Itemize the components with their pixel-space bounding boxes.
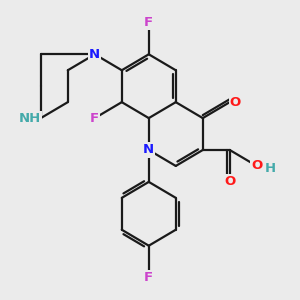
Text: F: F xyxy=(144,16,153,29)
Text: H: H xyxy=(265,162,276,175)
Text: F: F xyxy=(144,271,153,284)
Text: N: N xyxy=(143,143,154,157)
Text: F: F xyxy=(90,112,99,124)
Text: O: O xyxy=(224,176,236,188)
Text: NH: NH xyxy=(19,112,41,124)
Text: O: O xyxy=(230,96,241,109)
Text: O: O xyxy=(251,159,262,172)
Text: N: N xyxy=(89,48,100,61)
